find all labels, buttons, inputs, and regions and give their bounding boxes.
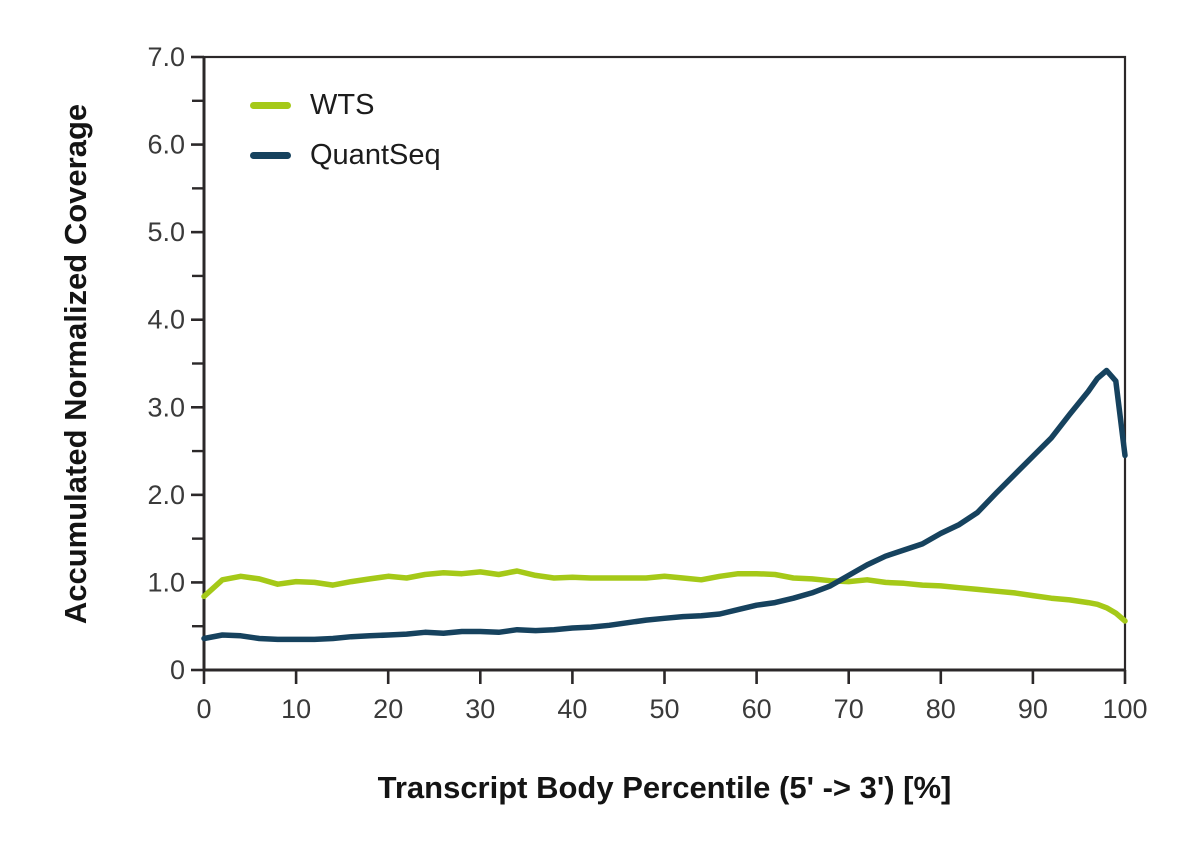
- y-tick-label: 3.0: [147, 392, 185, 422]
- x-axis-ticks: 0 10 20 30 40 50 60 70 80 90 100: [196, 670, 1148, 724]
- wts-line-swatch: [250, 101, 291, 109]
- wts-line: [201, 568, 1128, 624]
- x-axis-title: Transcript Body Percentile (5' -> 3') [%…: [377, 770, 952, 805]
- y-axis-ticks: 0 1.0 2.0 3.0 4.0 5.0 6.0 7.0: [147, 42, 204, 685]
- x-tick-label: 90: [1018, 694, 1048, 724]
- y-tick-label: 7.0: [147, 42, 185, 72]
- x-tick-label: 30: [465, 694, 495, 724]
- x-tick-label: 70: [834, 694, 864, 724]
- x-tick-label: 80: [926, 694, 956, 724]
- y-axis-title: Accumulated Normalized Coverage: [58, 103, 94, 624]
- y-axis-title-box: Accumulated Normalized Coverage: [38, 57, 114, 670]
- legend: WTS QuantSeq: [250, 80, 441, 180]
- y-tick-label: 5.0: [147, 217, 185, 247]
- x-tick-label: 20: [373, 694, 403, 724]
- legend-label-quantseq: QuantSeq: [310, 138, 441, 171]
- x-tick-label: 40: [557, 694, 587, 724]
- x-tick-label: 50: [649, 694, 679, 724]
- y-tick-label: 2.0: [147, 480, 185, 510]
- x-tick-label: 60: [742, 694, 772, 724]
- quantseq-line: [201, 367, 1128, 643]
- x-tick-label: 10: [281, 694, 311, 724]
- y-tick-label: 0: [170, 655, 185, 685]
- quantseq-line-swatch: [250, 151, 291, 159]
- y-tick-label: 4.0: [147, 305, 185, 335]
- legend-item-wts: WTS: [250, 80, 441, 130]
- x-tick-label: 100: [1102, 694, 1147, 724]
- legend-label-wts: WTS: [310, 88, 375, 121]
- y-tick-label: 6.0: [147, 130, 185, 160]
- x-tick-label: 0: [196, 694, 211, 724]
- y-tick-label: 1.0: [147, 567, 185, 597]
- legend-item-quantseq: QuantSeq: [250, 130, 441, 180]
